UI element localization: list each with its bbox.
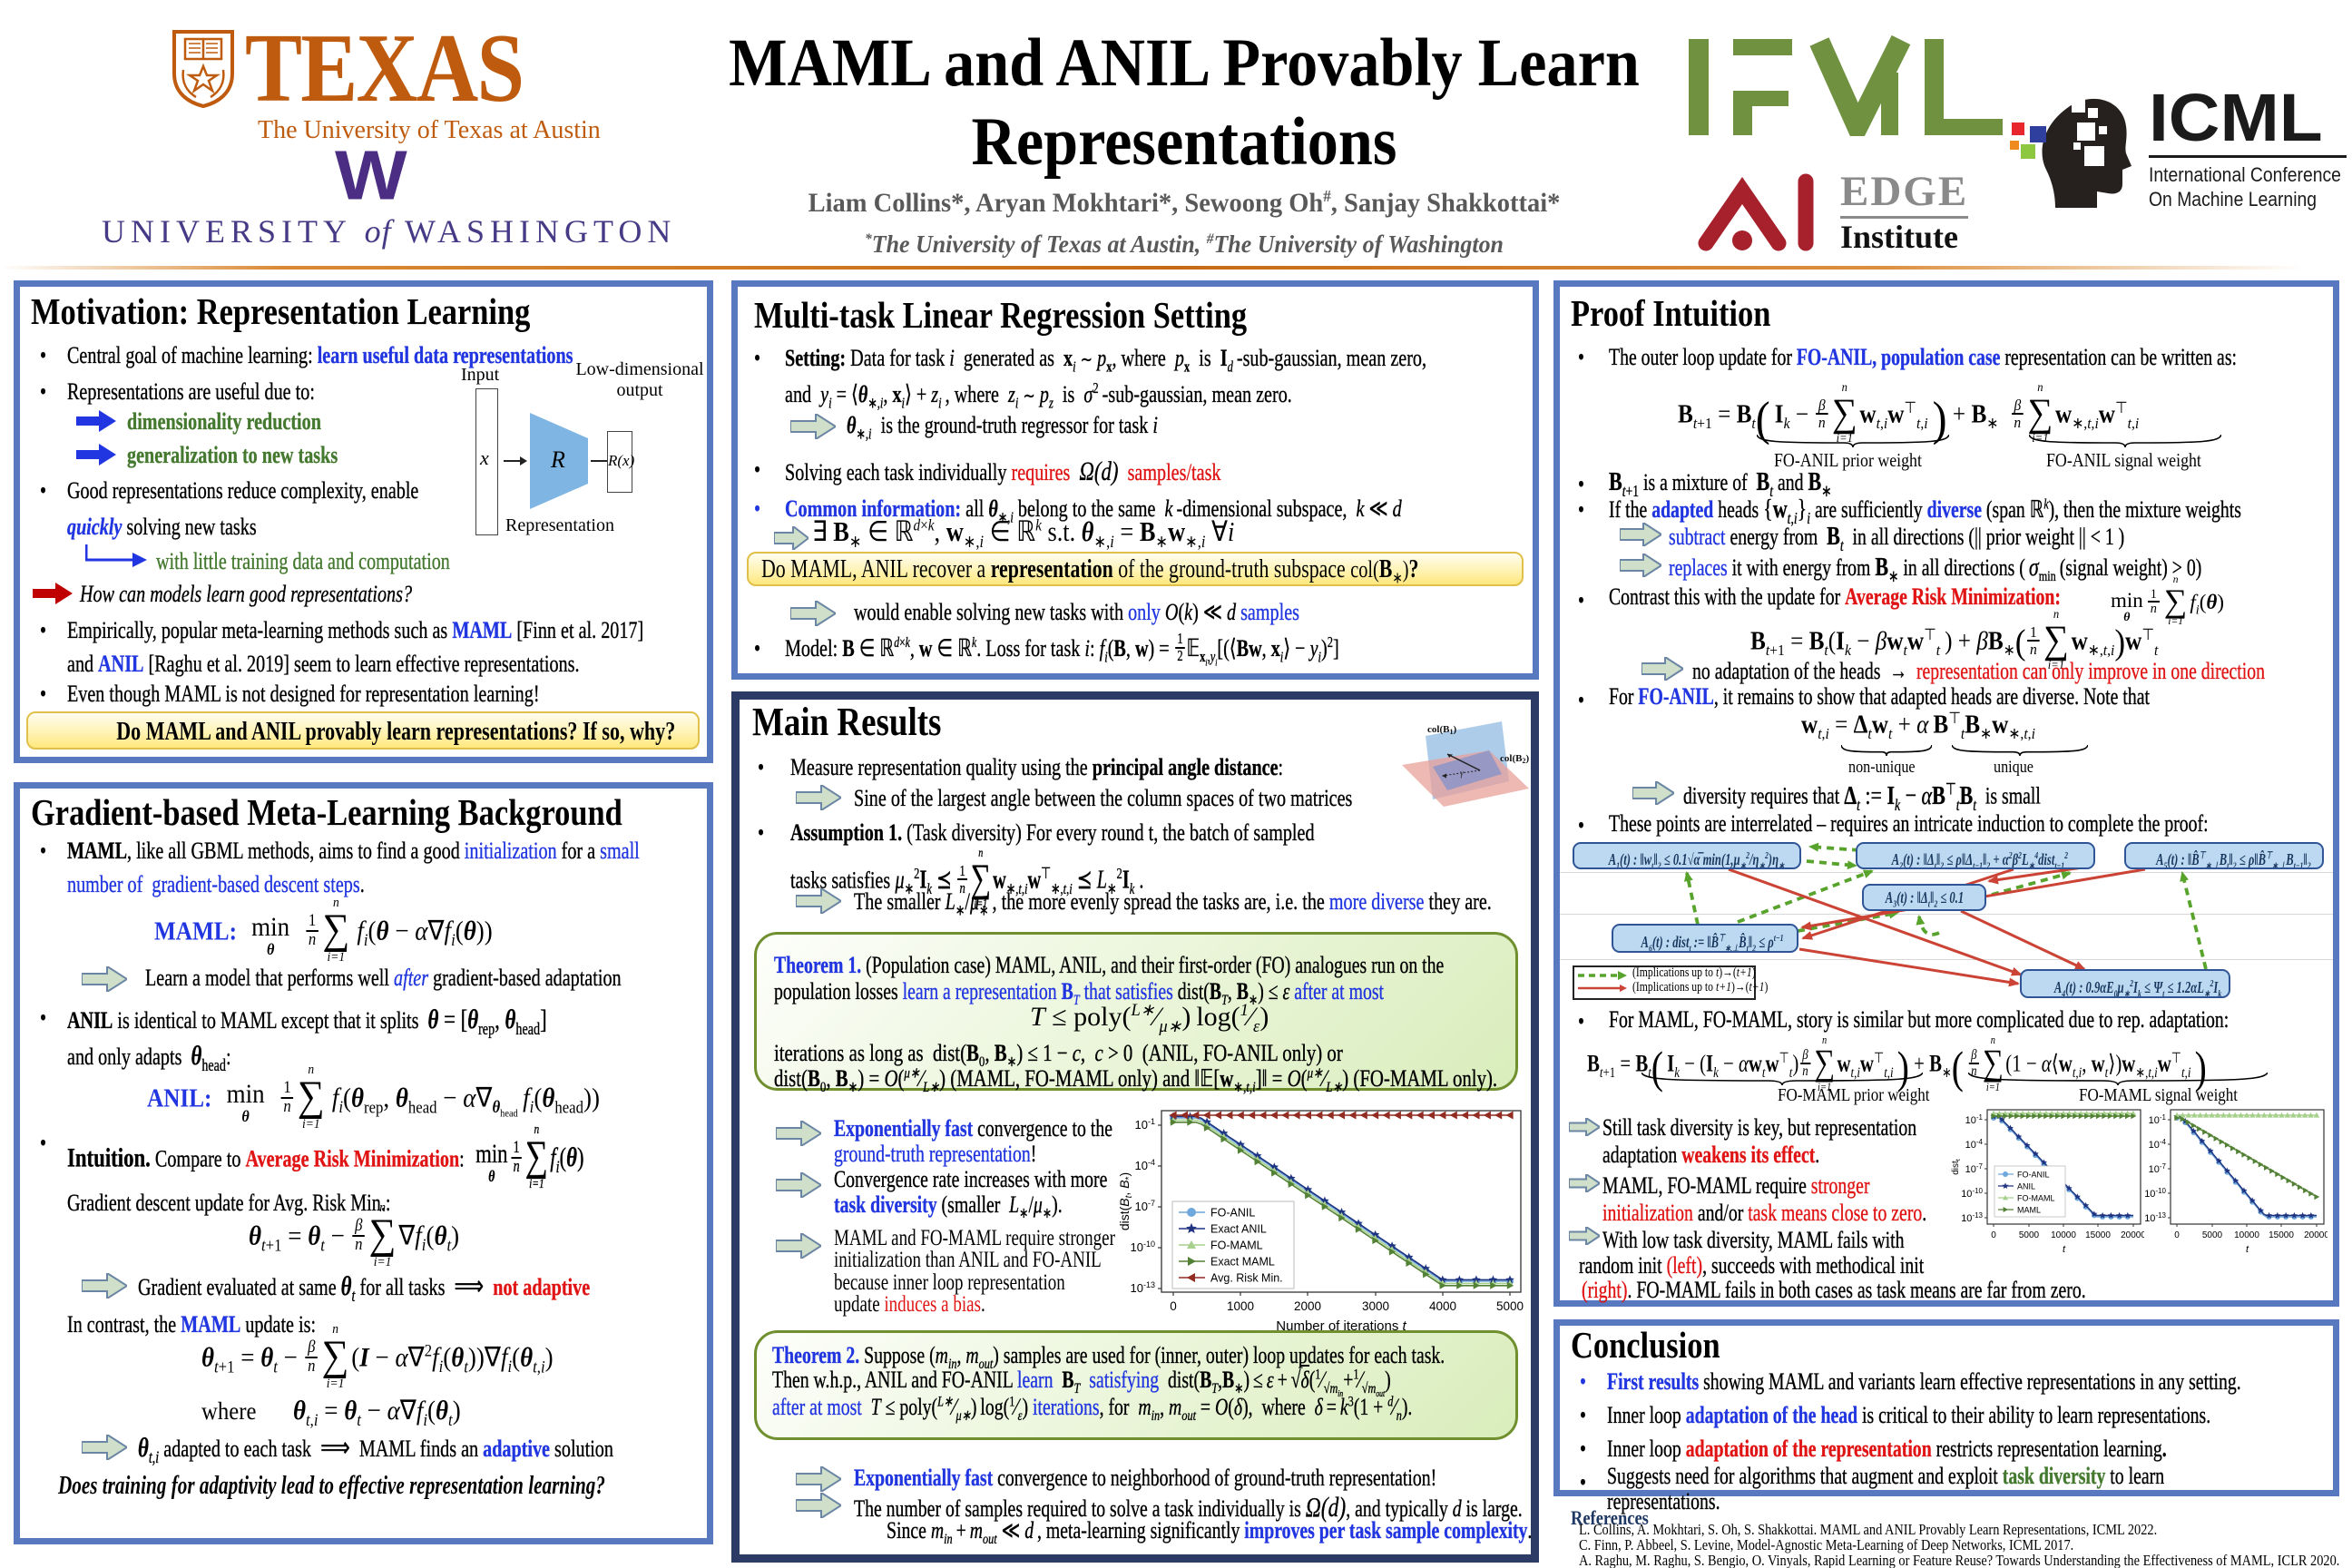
svg-text:3000: 3000 xyxy=(1362,1299,1389,1313)
svg-text:10-1: 10-1 xyxy=(2149,1113,2167,1126)
svg-text:5000: 5000 xyxy=(1496,1299,1524,1313)
svg-text:10-7: 10-7 xyxy=(1135,1199,1155,1213)
svg-text:0: 0 xyxy=(2174,1230,2180,1240)
svg-text:ANIL: ANIL xyxy=(2017,1182,2035,1191)
svg-text:Exact ANIL: Exact ANIL xyxy=(1210,1223,1267,1236)
svg-text:10-4: 10-4 xyxy=(1135,1158,1155,1172)
svg-text:Exact MAML: Exact MAML xyxy=(1210,1256,1275,1269)
svg-text:FO-MAML: FO-MAML xyxy=(1210,1240,1263,1252)
svg-text:10000: 10000 xyxy=(2051,1230,2076,1240)
svg-text:FO-ANIL: FO-ANIL xyxy=(1210,1207,1255,1220)
svg-text:1000: 1000 xyxy=(1227,1299,1254,1313)
svg-text:Number of iterations t: Number of iterations t xyxy=(1276,1318,1406,1334)
svg-text:5000: 5000 xyxy=(2019,1230,2040,1240)
svg-text:distt: distt xyxy=(1951,1159,1962,1175)
svg-text:MAML: MAML xyxy=(2017,1206,2041,1215)
svg-text:dist(Bt, B*): dist(Bt, B*) xyxy=(1117,1172,1134,1230)
svg-text:20000: 20000 xyxy=(2304,1230,2328,1240)
svg-text:10-13: 10-13 xyxy=(2144,1211,2166,1224)
svg-text:FO-ANIL: FO-ANIL xyxy=(2017,1171,2050,1180)
svg-text:15000: 15000 xyxy=(2269,1230,2294,1240)
svg-text:10-7: 10-7 xyxy=(1965,1162,1984,1175)
svg-text:10000: 10000 xyxy=(2234,1230,2259,1240)
svg-text:0: 0 xyxy=(1991,1230,1996,1240)
svg-text:Avg. Risk Min.: Avg. Risk Min. xyxy=(1210,1272,1283,1285)
svg-text:10-10: 10-10 xyxy=(1131,1240,1155,1254)
svg-text:10-1: 10-1 xyxy=(1965,1113,1984,1126)
svg-text:t: t xyxy=(2063,1244,2066,1255)
svg-text:t: t xyxy=(2246,1244,2249,1255)
svg-text:10-10: 10-10 xyxy=(2144,1187,2166,1200)
svg-text:10-13: 10-13 xyxy=(1131,1280,1155,1295)
svg-text:15000: 15000 xyxy=(2085,1230,2111,1240)
svg-text:0: 0 xyxy=(1170,1299,1177,1313)
svg-text:5000: 5000 xyxy=(2202,1230,2223,1240)
svg-text:10-1: 10-1 xyxy=(1135,1117,1155,1132)
svg-text:10-10: 10-10 xyxy=(1961,1187,1983,1200)
svg-text:10-4: 10-4 xyxy=(1965,1138,1984,1151)
svg-text:10-13: 10-13 xyxy=(1961,1211,1983,1224)
svg-text:col(B1): col(B1) xyxy=(1427,724,1456,736)
svg-text:10-4: 10-4 xyxy=(2149,1138,2167,1151)
svg-text:4000: 4000 xyxy=(1429,1299,1456,1313)
svg-text:FO-MAML: FO-MAML xyxy=(2017,1194,2055,1203)
svg-text:col(B2): col(B2) xyxy=(1500,753,1529,765)
svg-text:10-7: 10-7 xyxy=(2149,1162,2167,1175)
svg-text:γ: γ xyxy=(1460,769,1465,779)
svg-text:2000: 2000 xyxy=(1294,1299,1321,1313)
svg-text:20000: 20000 xyxy=(2121,1230,2144,1240)
